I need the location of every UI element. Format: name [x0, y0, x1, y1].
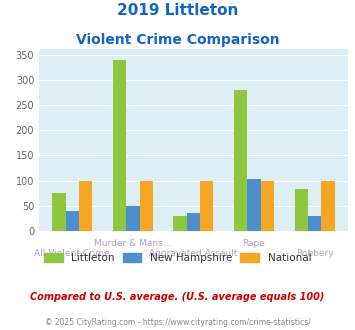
Text: 2019 Littleton: 2019 Littleton: [117, 3, 238, 18]
Legend: Littleton, New Hampshire, National: Littleton, New Hampshire, National: [40, 248, 315, 267]
Text: Compared to U.S. average. (U.S. average equals 100): Compared to U.S. average. (U.S. average …: [30, 292, 325, 302]
Bar: [321, 181, 334, 231]
Bar: [187, 214, 200, 231]
Bar: [261, 181, 274, 231]
Text: © 2025 CityRating.com - https://www.cityrating.com/crime-statistics/: © 2025 CityRating.com - https://www.city…: [45, 318, 310, 327]
Bar: [66, 211, 79, 231]
Bar: [53, 193, 66, 231]
Bar: [247, 179, 261, 231]
Text: Murder & Mans...: Murder & Mans...: [94, 239, 171, 248]
Bar: [140, 181, 153, 231]
Bar: [79, 181, 92, 231]
Bar: [234, 90, 247, 231]
Text: All Violent Crime: All Violent Crime: [34, 249, 110, 258]
Bar: [174, 216, 187, 231]
Bar: [126, 206, 140, 231]
Bar: [200, 181, 213, 231]
Text: Robbery: Robbery: [296, 249, 333, 258]
Text: Aggravated Assault: Aggravated Assault: [149, 249, 238, 258]
Bar: [113, 60, 126, 231]
Text: Violent Crime Comparison: Violent Crime Comparison: [76, 33, 279, 47]
Bar: [295, 189, 308, 231]
Bar: [308, 216, 321, 231]
Text: Rape: Rape: [242, 239, 266, 248]
